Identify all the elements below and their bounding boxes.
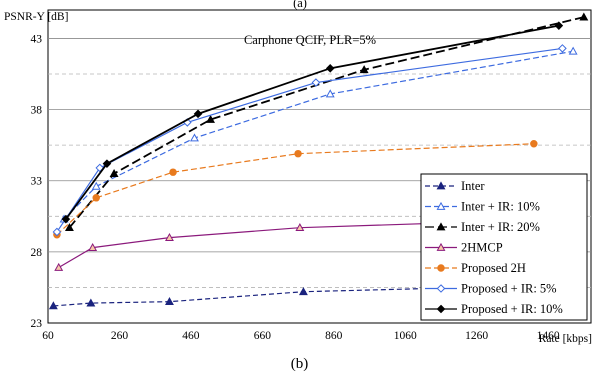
series-group	[48, 12, 589, 310]
data-point	[206, 114, 215, 123]
data-point	[88, 242, 98, 251]
x-tick-labels: 60 260 460 660 860 1060 1260 1460	[42, 330, 560, 342]
data-point	[568, 46, 578, 55]
legend-entry: Proposed + IR: 10%	[425, 302, 563, 316]
series-line	[68, 16, 585, 229]
series-inter-ir-20	[64, 12, 589, 232]
x-tick-label: 260	[111, 330, 129, 342]
data-point	[52, 227, 62, 237]
y-tick-labels: 23 28 33 38 43	[31, 33, 43, 330]
data-point	[295, 223, 305, 232]
data-point	[558, 44, 567, 53]
x-axis-label: Rate [kbps]	[539, 333, 592, 345]
legend-label: Inter	[461, 179, 485, 193]
legend-label: Inter + IR: 20%	[461, 220, 540, 234]
data-point	[169, 168, 177, 176]
x-tick-label: 1460	[537, 330, 560, 342]
data-point	[165, 233, 174, 242]
data-point	[165, 297, 174, 306]
series-proposed-ir-10	[61, 21, 564, 224]
data-point	[437, 264, 445, 272]
legend-entry: Inter + IR: 10%	[425, 200, 540, 214]
y-tick-label: 33	[31, 176, 43, 188]
legend-entry: Inter + IR: 20%	[425, 220, 540, 234]
data-point	[109, 168, 119, 177]
data-point	[64, 223, 74, 232]
x-tick-label: 1260	[465, 330, 488, 342]
data-point	[298, 287, 308, 296]
y-tick-label: 23	[31, 318, 43, 330]
data-point	[359, 65, 369, 74]
data-point	[436, 304, 446, 314]
data-point	[579, 12, 589, 21]
data-point	[325, 64, 335, 73]
legend-label: Inter + IR: 10%	[461, 200, 540, 214]
data-point	[54, 262, 64, 271]
data-point	[61, 214, 71, 224]
series-inter	[48, 281, 532, 310]
data-point	[294, 149, 302, 158]
legend-label: Proposed + IR: 5%	[461, 282, 557, 296]
data-point	[530, 139, 538, 148]
data-point	[436, 284, 446, 293]
legend-entry: Proposed + IR: 5%	[425, 282, 557, 296]
data-point	[436, 222, 446, 231]
chart-title: Carphone QCIF, PLR=5%	[244, 33, 376, 47]
data-point	[102, 159, 112, 168]
y-tick-label: 43	[31, 33, 43, 45]
data-point	[48, 301, 58, 310]
caption-top: (a)	[293, 0, 307, 10]
x-tick-label: 1060	[394, 330, 417, 342]
caption-bottom: (b)	[290, 356, 309, 372]
legend-label: 2HMCP	[461, 241, 503, 255]
x-tick-label: 60	[42, 330, 54, 342]
data-point	[311, 78, 321, 87]
legend-entry: 2HMCP	[425, 241, 503, 255]
y-tick-label: 38	[31, 105, 43, 117]
legend-label: Proposed 2H	[461, 261, 526, 275]
data-point	[325, 89, 335, 98]
legend-entry: Inter	[425, 179, 485, 193]
series-2hmcp	[54, 215, 525, 271]
x-tick-label: 660	[254, 330, 272, 342]
y-axis-label: PSNR-Y [dB]	[4, 11, 68, 23]
data-point	[436, 181, 446, 190]
data-point	[436, 242, 446, 251]
legend: Inter Inter + IR: 10% Inter + IR: 20% 2HMCP…	[420, 173, 588, 321]
legend-label: Proposed + IR: 10%	[461, 302, 563, 316]
data-point	[436, 201, 446, 210]
legend-entry: Proposed 2H	[425, 261, 526, 275]
data-point	[86, 298, 96, 307]
y-tick-label: 28	[31, 247, 43, 259]
data-point	[554, 21, 564, 30]
x-tick-label: 460	[182, 330, 200, 342]
data-point	[190, 133, 199, 142]
x-tick-label: 860	[325, 330, 343, 342]
data-point	[193, 109, 203, 119]
data-point	[91, 181, 101, 190]
data-point	[92, 194, 100, 202]
